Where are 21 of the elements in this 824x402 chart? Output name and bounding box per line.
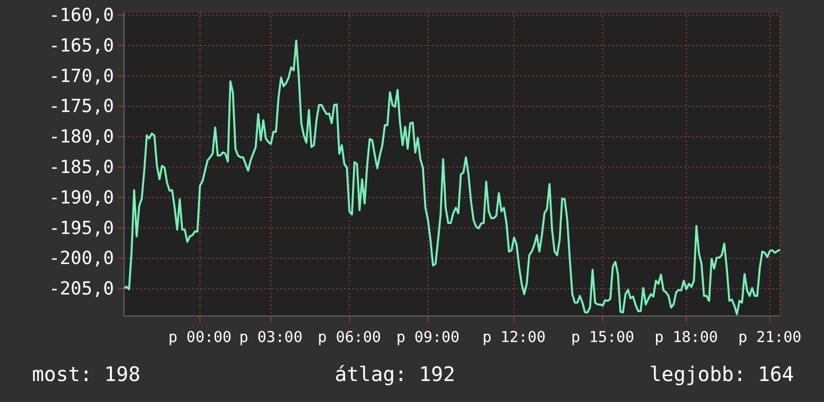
y-tick-label: -190,0 xyxy=(48,187,114,208)
x-tick-label: p 06:00 xyxy=(318,328,382,346)
x-tick-label: p 09:00 xyxy=(396,328,460,346)
y-tick-label: -195,0 xyxy=(48,218,114,239)
x-tick-label: p 15:00 xyxy=(571,328,634,346)
y-tick-label: -205,0 xyxy=(48,278,114,300)
x-tick-label: p 12:00 xyxy=(482,328,546,346)
y-tick-label: -200,0 xyxy=(48,248,114,270)
y-tick-label: -170,0 xyxy=(48,66,114,87)
y-tick-label: -175,0 xyxy=(48,96,114,118)
x-tick-label: p 00:00 xyxy=(168,328,232,346)
y-tick-label: -185,0 xyxy=(48,157,114,178)
text: átlag: 192 xyxy=(334,362,456,386)
x-tick-label: p 18:00 xyxy=(654,328,718,346)
text: legjobb: 164 xyxy=(649,362,794,386)
x-tick-label: p 21:00 xyxy=(738,328,802,346)
x-tick-label: p 03:00 xyxy=(239,328,303,346)
y-tick-label: -180,0 xyxy=(48,126,114,148)
text: most: 198 xyxy=(32,362,140,386)
y-tick-label: -160,0 xyxy=(48,5,114,26)
y-tick-label: -165,0 xyxy=(48,35,114,56)
